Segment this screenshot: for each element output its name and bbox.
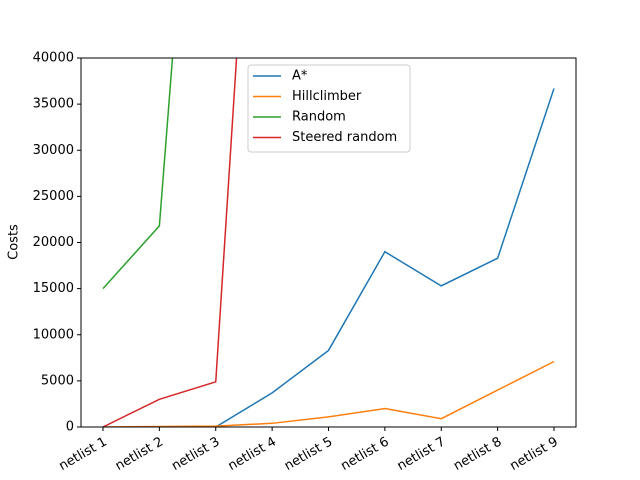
y-tick-label: 5000 <box>41 373 74 388</box>
x-tick-label: netlist 5 <box>282 435 335 474</box>
series-line <box>215 88 555 427</box>
x-tick-label: netlist 4 <box>226 435 279 474</box>
y-tick-label: 0 <box>66 420 74 435</box>
y-tick-label: 30000 <box>33 143 74 158</box>
x-tick-label: netlist 1 <box>56 435 109 474</box>
legend-box <box>247 64 411 153</box>
series-line <box>102 58 174 290</box>
x-tick-label: netlist 7 <box>395 435 448 474</box>
series-line <box>102 360 555 427</box>
series-line <box>102 58 238 427</box>
y-tick-label: 40000 <box>33 51 74 66</box>
legend-label: Hillclimber <box>292 89 362 104</box>
legend-label: A* <box>292 69 308 84</box>
x-tick-label: netlist 3 <box>169 435 222 474</box>
y-tick-label: 35000 <box>33 97 74 112</box>
y-tick-label: 10000 <box>33 327 74 342</box>
x-tick-label: netlist 9 <box>507 435 560 474</box>
x-tick-label: netlist 2 <box>113 435 166 474</box>
y-axis-label: Costs <box>7 224 22 260</box>
y-tick-label: 25000 <box>33 189 74 204</box>
y-tick-label: 15000 <box>33 281 74 296</box>
legend-label: Steered random <box>292 130 397 145</box>
x-tick-label: netlist 6 <box>338 435 391 474</box>
y-tick-label: 20000 <box>33 235 74 250</box>
x-tick-label: netlist 8 <box>451 435 504 474</box>
legend-label: Random <box>292 110 346 125</box>
